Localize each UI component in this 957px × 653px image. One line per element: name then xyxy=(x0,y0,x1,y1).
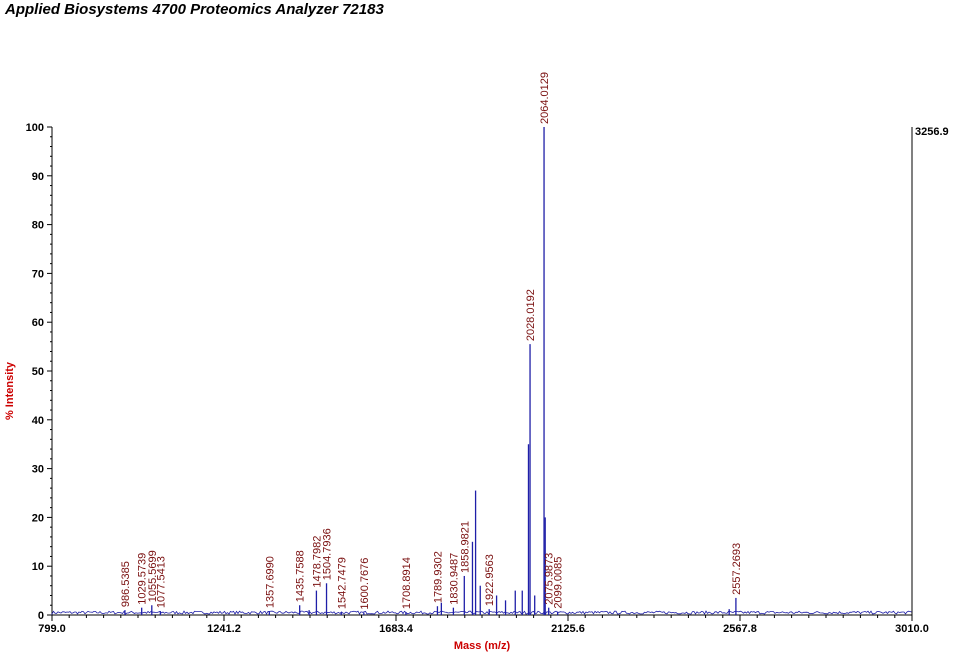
peak-label: 1357.6990 xyxy=(264,556,276,608)
peak-label: 2064.0129 xyxy=(539,72,551,124)
x-tick-label: 799.0 xyxy=(38,623,66,635)
peak-label: 1504.7936 xyxy=(321,528,333,580)
x-tick-label: 2567.8 xyxy=(723,623,757,635)
y-tick-label: 80 xyxy=(32,220,44,232)
y-axis-title: % Intensity xyxy=(4,361,16,420)
peak-label: 1435.7588 xyxy=(295,550,307,602)
peak-label: 1055.5699 xyxy=(147,550,159,602)
y-tick-label: 30 xyxy=(32,464,44,476)
baseline-noise xyxy=(51,610,912,616)
x-tick-label: 1241.2 xyxy=(207,623,241,635)
peak-label: 1077.5413 xyxy=(155,556,167,608)
y-tick-label: 90 xyxy=(32,171,44,183)
peak-label: 1478.7982 xyxy=(311,536,323,588)
peak-label: 986.5385 xyxy=(120,561,132,607)
peak-label: 2028.0192 xyxy=(525,289,537,341)
x-tick-label: 3010.0 xyxy=(895,623,929,635)
peak-label: 1830.9487 xyxy=(448,553,460,605)
peak-label: 1600.7676 xyxy=(359,558,371,610)
y-tick-label: 40 xyxy=(32,415,44,427)
y-tick-label: 50 xyxy=(32,366,44,378)
peak-label: 2557.2693 xyxy=(731,543,743,595)
y-tick-label: 20 xyxy=(32,512,44,524)
peak-label: 2099.0085 xyxy=(553,557,565,609)
peak-label: 1542.7479 xyxy=(336,557,348,609)
peak-label: 2075.9873 xyxy=(544,553,556,605)
axes xyxy=(51,127,913,616)
y-tick-label: 100 xyxy=(26,122,44,134)
peak-label: 1029.5739 xyxy=(137,553,149,605)
peak-label: 1789.9302 xyxy=(432,551,444,603)
max-intensity-label: 3256.9 xyxy=(915,126,949,138)
x-axis-title: Mass (m/z) xyxy=(454,640,511,652)
y-tick-label: 0 xyxy=(38,610,44,622)
y-tick-label: 60 xyxy=(32,317,44,329)
peak-label: 1858.9821 xyxy=(459,521,471,573)
peak-label: 1708.8914 xyxy=(401,557,413,609)
x-tick-label: 1683.4 xyxy=(379,623,414,635)
chart-title: Applied Biosystems 4700 Proteomics Analy… xyxy=(5,1,384,18)
spectrum-trace xyxy=(51,127,912,616)
peak-label: 1922.9563 xyxy=(484,554,496,606)
y-tick-label: 70 xyxy=(32,268,44,280)
x-tick-label: 2125.6 xyxy=(551,623,585,635)
y-tick-label: 10 xyxy=(32,561,44,573)
tick-marks: 0 10 20 30 40 50 60 70 80 90 100 799.0 1241.2 1683.4 2… xyxy=(26,122,929,635)
